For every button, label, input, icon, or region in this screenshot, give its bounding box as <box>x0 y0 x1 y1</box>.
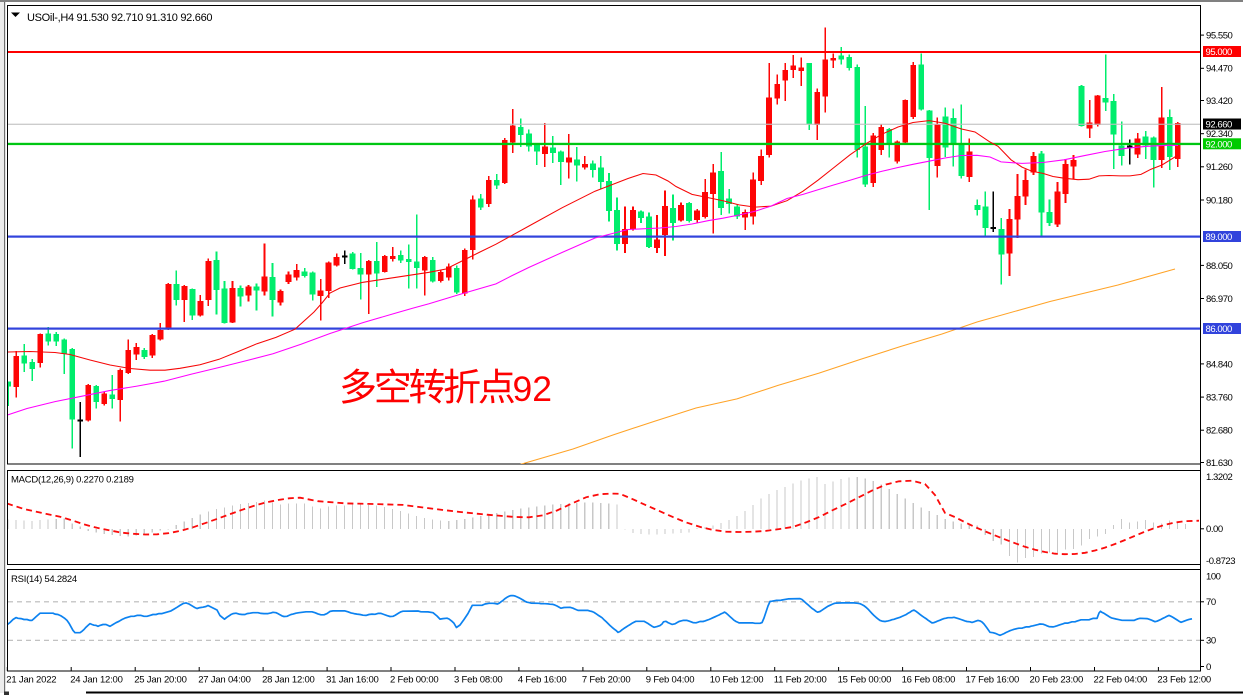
svg-text:USOil-,H4 91.530 92.710 91.31: USOil-,H4 91.530 92.710 91.310 92.660 <box>27 12 212 24</box>
svg-text:84.840: 84.840 <box>1206 359 1233 370</box>
svg-text:23 Feb 12:00: 23 Feb 12:00 <box>1157 675 1211 686</box>
svg-text:86.970: 86.970 <box>1206 294 1233 305</box>
svg-text:22 Feb 04:00: 22 Feb 04:00 <box>1094 675 1148 686</box>
svg-text:92: 92 <box>513 369 553 409</box>
svg-text:89.000: 89.000 <box>1206 232 1233 243</box>
svg-text:81.630: 81.630 <box>1206 458 1233 469</box>
svg-text:90.180: 90.180 <box>1206 195 1233 206</box>
svg-text:92.660: 92.660 <box>1206 120 1233 131</box>
svg-text:92.000: 92.000 <box>1206 139 1233 150</box>
svg-text:83.760: 83.760 <box>1206 393 1233 404</box>
svg-text:92.340: 92.340 <box>1206 129 1233 140</box>
svg-text:7 Feb 20:00: 7 Feb 20:00 <box>582 675 631 686</box>
svg-text:24 Jan 12:00: 24 Jan 12:00 <box>70 675 123 686</box>
svg-text:21 Jan 2022: 21 Jan 2022 <box>6 675 56 686</box>
svg-text:16 Feb 08:00: 16 Feb 08:00 <box>902 675 956 686</box>
svg-text:11 Feb 20:00: 11 Feb 20:00 <box>774 675 827 686</box>
svg-text:4 Feb 16:00: 4 Feb 16:00 <box>518 675 567 686</box>
svg-text:2 Feb 00:00: 2 Feb 00:00 <box>390 675 439 686</box>
svg-text:28 Jan 12:00: 28 Jan 12:00 <box>262 675 315 686</box>
svg-text:3 Feb 08:00: 3 Feb 08:00 <box>454 675 503 686</box>
svg-text:70: 70 <box>1206 597 1216 608</box>
svg-text:1.3202: 1.3202 <box>1206 472 1233 483</box>
svg-text:100: 100 <box>1206 571 1221 582</box>
svg-text:94.470: 94.470 <box>1206 64 1233 75</box>
svg-text:RSI(14) 54.2824: RSI(14) 54.2824 <box>11 574 77 585</box>
svg-text:31 Jan 16:00: 31 Jan 16:00 <box>326 675 379 686</box>
svg-text:9 Feb 04:00: 9 Feb 04:00 <box>646 675 695 686</box>
svg-text:86.000: 86.000 <box>1206 324 1233 335</box>
svg-text:25 Jan 20:00: 25 Jan 20:00 <box>134 675 187 686</box>
svg-text:88.050: 88.050 <box>1206 261 1233 272</box>
svg-text:95.550: 95.550 <box>1206 31 1233 42</box>
svg-text:93.420: 93.420 <box>1206 96 1233 107</box>
svg-text:10 Feb 12:00: 10 Feb 12:00 <box>710 675 764 686</box>
svg-text:0.00: 0.00 <box>1206 524 1223 535</box>
svg-text:95.000: 95.000 <box>1206 47 1233 58</box>
svg-text:91.260: 91.260 <box>1206 162 1233 173</box>
svg-text:15 Feb 00:00: 15 Feb 00:00 <box>838 675 892 686</box>
svg-text:-0.8723: -0.8723 <box>1206 556 1235 567</box>
svg-text:0: 0 <box>1206 662 1211 673</box>
svg-text:82.680: 82.680 <box>1206 426 1233 437</box>
svg-text:30: 30 <box>1206 636 1216 647</box>
svg-text:MACD(12,26,9) 0.2270 0.2189: MACD(12,26,9) 0.2270 0.2189 <box>11 475 134 486</box>
svg-text:20 Feb 23:00: 20 Feb 23:00 <box>1030 675 1084 686</box>
svg-text:17 Feb 16:00: 17 Feb 16:00 <box>966 675 1020 686</box>
svg-text:27 Jan 04:00: 27 Jan 04:00 <box>198 675 251 686</box>
